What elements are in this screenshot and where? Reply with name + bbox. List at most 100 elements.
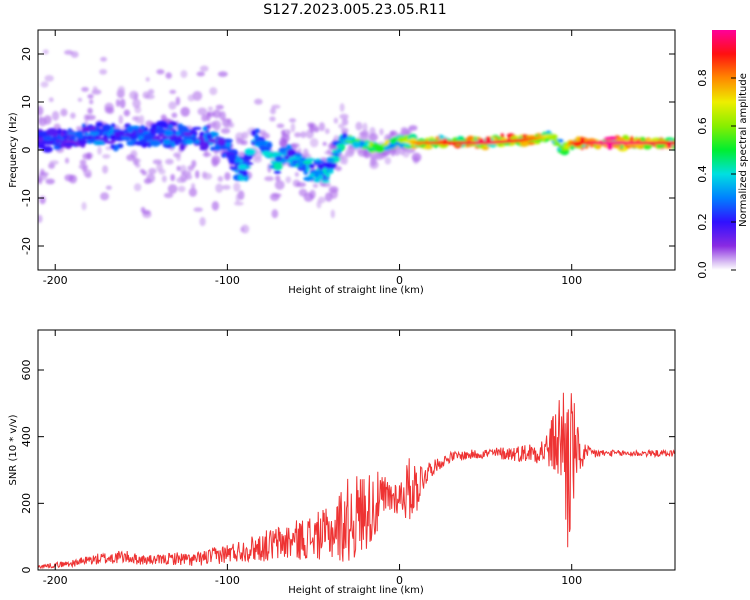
heatmap-speckle [168, 101, 177, 110]
heatmap-speckle [171, 112, 178, 118]
heatmap-speckle [269, 116, 276, 122]
heatmap-cell [42, 145, 53, 153]
heatmap-speckle [195, 170, 200, 179]
heatmap-speckle [264, 176, 274, 182]
heatmap-cell [298, 162, 303, 169]
heatmap-speckle [165, 158, 174, 165]
x-tick-label: 0 [396, 274, 403, 287]
heatmap-speckle [100, 56, 108, 62]
heatmap-speckle [212, 109, 222, 119]
heatmap-speckle [146, 173, 156, 183]
heatmap-speckle [45, 115, 52, 124]
heatmap-speckle [45, 178, 55, 185]
heatmap-speckle [82, 153, 91, 160]
heatmap-speckle [40, 168, 45, 175]
spectrogram-frame [37, 29, 676, 271]
heatmap-speckle [275, 175, 281, 182]
x-tick-label: -100 [215, 274, 240, 287]
colorbar-gradient [712, 30, 736, 270]
heatmap-speckle [185, 174, 193, 180]
heatmap-speckle [68, 174, 78, 184]
heatmap-speckle [181, 170, 192, 176]
heatmap-speckle [158, 168, 166, 175]
heatmap-speckle [209, 87, 218, 96]
heatmap-speckle [102, 165, 109, 174]
heatmap-cell [273, 162, 283, 171]
heatmap-speckle [379, 128, 384, 136]
heatmap-speckle [276, 123, 285, 129]
heatmap-speckle [211, 201, 220, 211]
heatmap-speckle [199, 216, 206, 227]
heatmap-cell [111, 139, 116, 143]
heatmap-speckle [384, 156, 392, 165]
heatmap-speckle [338, 123, 345, 129]
heatmap-speckle [161, 175, 167, 183]
heatmap-cell [608, 136, 617, 140]
heatmap-speckle [99, 68, 108, 75]
heatmap-cell [254, 133, 260, 140]
heatmap-cell [314, 172, 320, 178]
heatmap-speckle [411, 152, 422, 163]
heatmap-ridge-core [556, 143, 561, 147]
heatmap-speckle [148, 168, 157, 175]
heatmap-cell [303, 176, 315, 182]
heatmap-speckle [369, 160, 379, 170]
snr-ticks: -200 -100 0 100 0 200 400 600 [20, 330, 675, 587]
heatmap-speckle [40, 81, 49, 88]
heatmap-speckle [318, 122, 326, 132]
colorbar-tick-label: 0.0 [696, 261, 709, 279]
heatmap-speckle [274, 180, 285, 190]
heatmap-speckle [169, 89, 177, 94]
heatmap-cell [113, 133, 121, 138]
heatmap-speckle [38, 116, 43, 124]
heatmap-speckle [240, 224, 250, 234]
heatmap-speckle [78, 164, 89, 170]
heatmap-speckle [102, 154, 111, 159]
heatmap-speckle [326, 149, 331, 155]
heatmap-speckle [38, 178, 42, 184]
heatmap-speckle [296, 182, 307, 188]
heatmap-cell [75, 135, 84, 139]
x-tick-label: -100 [215, 574, 240, 587]
colorbar: 0.0 0.2 0.4 0.6 0.8 Normalized spectral ampl… [696, 30, 749, 279]
heatmap-speckle [294, 172, 299, 177]
heatmap-cell [332, 155, 339, 160]
heatmap-speckle [165, 72, 172, 79]
heatmap-speckle [141, 170, 148, 176]
snr-x-axis-label: Height of straight line (km) [288, 585, 424, 596]
colorbar-tick-label: 0.4 [696, 165, 709, 183]
heatmap-speckle [217, 176, 224, 182]
y-tick-label: -10 [20, 189, 33, 207]
heatmap-speckle [339, 113, 349, 120]
heatmap-ridge-core [552, 138, 557, 142]
heatmap-speckle [254, 98, 263, 105]
heatmap-cell [155, 127, 166, 135]
colorbar-ticks: 0.0 0.2 0.4 0.6 0.8 [696, 69, 736, 279]
heatmap-speckle [160, 114, 167, 122]
heatmap-speckle [139, 115, 145, 125]
y-tick-label: 20 [20, 47, 33, 61]
heatmap-speckle [197, 107, 208, 116]
heatmap-speckle [214, 123, 220, 132]
heatmap-speckle [81, 201, 87, 211]
heatmap-speckle [330, 209, 335, 219]
heatmap-cell [321, 180, 331, 184]
heatmap-speckle [42, 49, 49, 55]
heatmap-speckle [87, 107, 93, 115]
heatmap-cell [130, 125, 141, 130]
heatmap-cell [316, 160, 325, 164]
heatmap-cell [63, 142, 76, 147]
heatmap-cell [126, 140, 134, 146]
heatmap-cell [241, 170, 248, 177]
heatmap-speckle [152, 159, 163, 165]
heatmap-speckle [39, 195, 46, 205]
heatmap-cell [374, 145, 385, 153]
heatmap-speckle [38, 105, 44, 116]
heatmap-cell [291, 159, 299, 165]
heatmap-speckle [241, 140, 248, 146]
heatmap-speckle [44, 75, 54, 82]
heatmap-speckle [333, 134, 340, 141]
heatmap-speckle [180, 70, 188, 79]
heatmap-cell [303, 157, 315, 162]
